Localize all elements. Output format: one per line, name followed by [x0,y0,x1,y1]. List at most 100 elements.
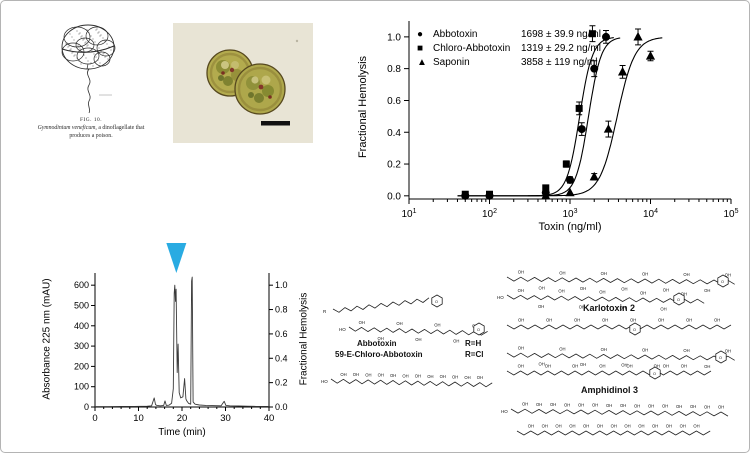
pyran-ring [473,322,485,336]
legend-ec50-value: 1319 ± 29.2 ng/ml [521,43,601,54]
svg-text:OH: OH [545,364,551,369]
carbon-chain [510,408,729,417]
svg-text:OH: OH [396,321,402,326]
svg-text:10: 10 [133,413,144,424]
pyran-ring [649,366,661,380]
svg-text:OH: OH [569,424,575,429]
svg-text:OH: OH [630,318,636,323]
svg-text:OH: OH [452,375,458,380]
svg-text:OH: OH [340,372,346,377]
triangle-marker-icon: ▲ [417,56,427,68]
svg-text:0: 0 [92,413,97,424]
svg-text:OH: OH [683,272,689,277]
svg-text:OH: OH [378,336,384,341]
svg-text:OH: OH [522,402,528,407]
pyran-ring [629,322,641,336]
svg-text:OH: OH [648,404,654,409]
y-axis-label: Fractional Hemolysis [357,55,369,159]
svg-text:OH: OH [599,364,605,369]
svg-text:101: 101 [401,208,416,220]
svg-text:OH: OH [642,272,648,277]
svg-text:OH: OH [597,424,603,429]
carbon-chain [332,297,430,313]
svg-text:OH: OH [353,372,359,377]
svg-text:OH: OH [680,424,686,429]
svg-text:1.0: 1.0 [387,32,401,43]
svg-text:OH: OH [542,424,548,429]
svg-text:OH: OH [518,364,524,369]
svg-text:OH: OH [704,364,710,369]
pyran-ring [673,292,685,306]
svg-text:OH: OH [415,374,421,379]
pyran-ring [717,274,729,288]
svg-text:0: 0 [84,402,89,412]
time-axis-label: Time (min) [158,427,206,438]
svg-text:OH: OH [606,403,612,408]
svg-text:OH: OH [555,424,561,429]
micrograph-panel [173,23,313,143]
svg-text:600: 600 [74,280,89,290]
svg-text:OH: OH [518,318,524,323]
svg-text:OH: OH [528,424,534,429]
svg-text:OH: OH [642,348,648,353]
svg-text:OH: OH [638,424,644,429]
svg-text:OH: OH [620,403,626,408]
cell-2 [234,63,286,115]
svg-text:OH: OH [704,404,710,409]
svg-text:OH: OH [539,286,545,291]
cingulum-groove [61,45,115,53]
svg-text:0.8: 0.8 [275,305,288,315]
flagellum [87,68,91,114]
circle-marker-icon: ● [417,28,424,40]
svg-text:OH: OH [725,349,731,354]
svg-text:OH: OH [359,320,365,325]
pyran-ring [715,350,727,364]
svg-text:HO: HO [339,327,346,332]
svg-text:O: O [677,298,680,302]
svg-text:HO: HO [321,379,328,384]
svg-text:OH: OH [640,291,646,296]
caption-fig-number: FIG. 10. [79,117,103,123]
svg-text:OH: OH [538,304,544,309]
svg-text:OH: OH [477,375,483,380]
svg-text:500: 500 [74,300,89,310]
svg-text:OH: OH [663,287,669,292]
svg-text:104: 104 [643,208,658,220]
caption-text: Gymnodinium veneficum, a dinoflagellate … [35,125,147,141]
svg-text:OH: OH [574,318,580,323]
figure-caption: FIG. 10. Gymnodinium veneficum, a dinofl… [29,115,153,141]
caption-line3: a poison. [91,133,113,140]
svg-text:OH: OH [559,270,565,275]
chloro-abbotoxin-r-group-label: R=Cl [465,350,484,359]
svg-text:103: 103 [562,208,577,220]
svg-text:OH: OH [592,403,598,408]
svg-text:OH: OH [434,322,440,327]
svg-text:200: 200 [74,361,89,371]
svg-text:OH: OH [681,364,687,369]
svg-text:OH: OH [660,306,666,311]
svg-text:OH: OH [676,404,682,409]
legend-label: Abbotoxin [433,29,478,40]
svg-text:OH: OH [365,372,371,377]
svg-text:OH: OH [620,306,626,311]
dust-speck [295,39,299,43]
axes [91,273,273,411]
svg-text:OH: OH [683,348,689,353]
svg-text:OH: OH [658,318,664,323]
svg-text:0.2: 0.2 [387,160,401,171]
svg-text:HO: HO [501,409,508,414]
chromatogram-panel: 0 100 200 300 400 500 600 0.0 0.2 0.4 0.6 0.8 1.0 0 10… [37,229,317,447]
carbon-chain [506,370,712,376]
svg-text:OH: OH [714,318,720,323]
legend-label: Chloro-Abbotoxin [433,43,511,54]
svg-text:OH: OH [583,424,589,429]
cell-micrograph [173,23,313,143]
pyran-ring [431,294,443,308]
svg-text:105: 105 [723,208,738,220]
svg-text:OH: OH [626,364,632,369]
svg-text:0.8: 0.8 [387,64,401,75]
legend-ec50-value: 1698 ± 39.9 ng/ml [521,29,601,40]
svg-text:OH: OH [518,270,524,275]
fraction-arrow-icon [166,243,187,273]
